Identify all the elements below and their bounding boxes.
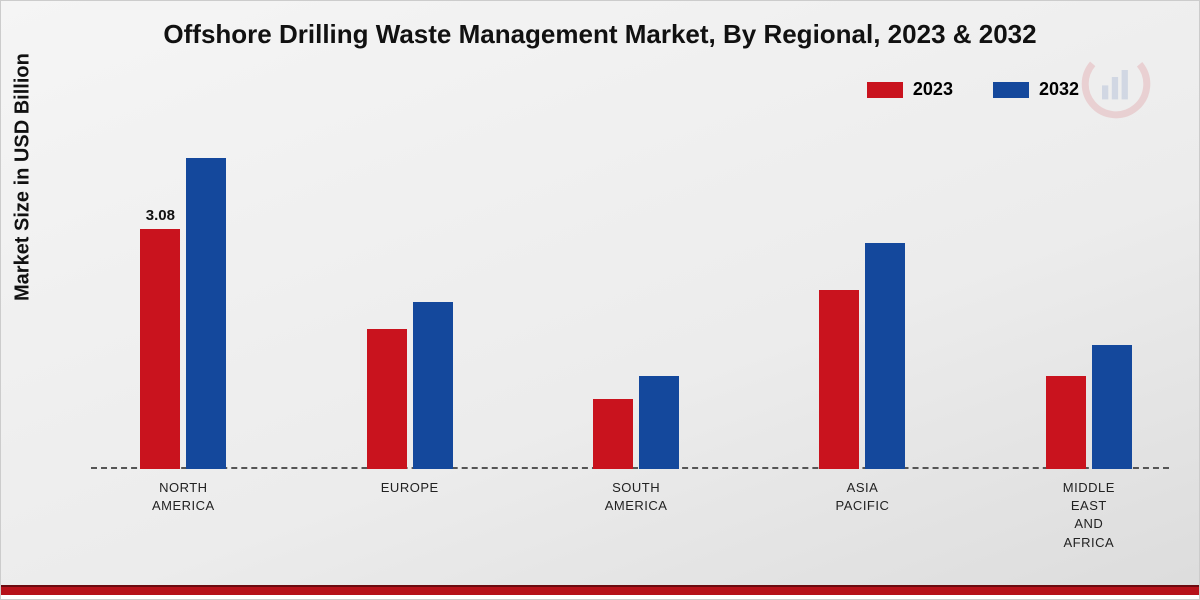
bar bbox=[819, 290, 859, 469]
legend-label-2032: 2032 bbox=[1039, 79, 1079, 100]
footer-bar bbox=[1, 585, 1199, 599]
bar bbox=[413, 302, 453, 469]
legend-swatch-2023 bbox=[867, 82, 903, 98]
bar-group: ASIA PACIFIC bbox=[802, 243, 922, 469]
bar bbox=[1046, 376, 1086, 469]
y-axis-label: Market Size in USD Billion bbox=[12, 53, 35, 301]
bar-group: 3.08NORTH AMERICA bbox=[123, 158, 243, 469]
bar-value-label: 3.08 bbox=[146, 207, 175, 224]
legend-item-2032: 2032 bbox=[993, 79, 1079, 100]
category-label: NORTH AMERICA bbox=[152, 479, 215, 515]
bar bbox=[1092, 345, 1132, 469]
category-label: SOUTH AMERICA bbox=[605, 479, 668, 515]
bar bbox=[186, 158, 226, 469]
bar bbox=[865, 243, 905, 469]
legend-item-2023: 2023 bbox=[867, 79, 953, 100]
watermark-logo bbox=[1081, 49, 1151, 119]
bar-group: SOUTH AMERICA bbox=[576, 376, 696, 469]
chart-container: Offshore Drilling Waste Management Marke… bbox=[0, 0, 1200, 600]
bar-group: EUROPE bbox=[350, 302, 470, 469]
plot-area: 3.08NORTH AMERICA EUROPE SOUTH AMERICA ASIA… bbox=[91, 121, 1169, 469]
category-label: EUROPE bbox=[381, 479, 439, 497]
bar-group: MIDDLE EAST AND AFRICA bbox=[1029, 345, 1149, 469]
category-label: MIDDLE EAST AND AFRICA bbox=[1063, 479, 1115, 552]
legend-label-2023: 2023 bbox=[913, 79, 953, 100]
category-label: ASIA PACIFIC bbox=[836, 479, 890, 515]
bar: 3.08 bbox=[140, 229, 180, 469]
bar bbox=[639, 376, 679, 469]
chart-title: Offshore Drilling Waste Management Marke… bbox=[1, 19, 1199, 50]
legend-swatch-2032 bbox=[993, 82, 1029, 98]
legend: 2023 2032 bbox=[867, 79, 1079, 100]
watermark-icon bbox=[1081, 49, 1151, 119]
bar bbox=[593, 399, 633, 469]
bar bbox=[367, 329, 407, 469]
